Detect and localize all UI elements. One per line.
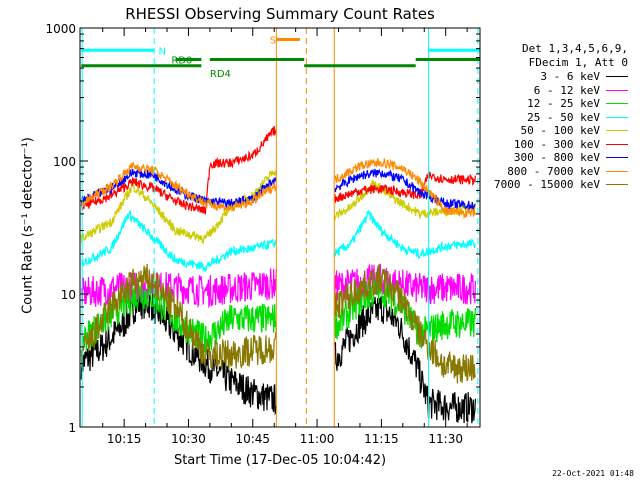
x-tick-label: 10:15 <box>107 432 142 446</box>
state-label-rd0: RD0 <box>171 55 192 66</box>
legend-swatch <box>606 157 628 158</box>
legend-swatch <box>606 89 628 91</box>
state-label-s: S <box>270 35 276 46</box>
x-tick-label: 10:30 <box>171 432 206 446</box>
legend-swatch <box>606 103 628 104</box>
legend-swatch <box>606 170 628 172</box>
series-layer <box>80 125 476 424</box>
legend-entry-label: 12 - 25 keV <box>527 97 600 110</box>
axis-layer: 1 10 100 1000 10:15 10:30 10:45 11:00 11:15 11:30 <box>45 22 480 446</box>
timestamp: 22-Oct-2021 01:48 <box>552 469 634 478</box>
y-tick-label: 1 <box>68 421 76 435</box>
legend-entry: 7000 - 15000 keV <box>494 178 628 191</box>
y-axis-label: Count Rate (s⁻¹ detector⁻¹) <box>20 137 36 314</box>
legend-entry-label: 50 - 100 keV <box>520 124 600 137</box>
legend-header-line: Det 1,3,4,5,6,9, <box>522 42 628 55</box>
legend-entry: 50 - 100 keV <box>521 124 628 137</box>
y-tick-label: 100 <box>53 155 76 169</box>
series-800-7000-kev-line <box>80 158 476 220</box>
legend-header-line: FDecim 1, Att 0 <box>528 56 628 69</box>
legend-swatch <box>606 76 628 77</box>
y-tick-label: 10 <box>61 288 76 302</box>
legend-entry: 100 - 300 keV <box>514 138 628 151</box>
y-tick-label: 1000 <box>45 22 76 36</box>
legend-entry-label: 25 - 50 keV <box>527 110 600 124</box>
legend-entry: 800 - 7000 keV <box>507 165 628 178</box>
legend-entry: 12 - 25 keV <box>527 97 628 110</box>
series-3-6-kev-line <box>80 288 476 424</box>
legend-swatch <box>606 184 628 185</box>
state-label-n: N <box>158 46 165 57</box>
legend-swatch <box>606 143 628 145</box>
legend-entry-label: 300 - 800 keV <box>513 151 600 164</box>
series-25-50-kev-line <box>80 209 476 273</box>
legend-entry-label: 800 - 7000 keV <box>507 164 600 178</box>
legend-entry: 3 - 6 keV <box>540 70 628 83</box>
x-axis-label: Start Time (17-Dec-05 10:04:42) <box>173 453 387 468</box>
legend-entry: 300 - 800 keV <box>514 151 628 164</box>
state-label-rd4: RD4 <box>210 69 231 80</box>
x-tick-label: 11:30 <box>428 432 463 446</box>
x-tick-label: 11:00 <box>300 432 335 446</box>
legend-entry-label: 100 - 300 keV <box>513 137 600 151</box>
legend-entry: 25 - 50 keV <box>527 111 628 124</box>
legend-entry-label: 3 - 6 keV <box>540 70 600 83</box>
x-tick-label: 10:45 <box>235 432 270 446</box>
series-100-300-kev-line <box>80 125 476 215</box>
series-300-800-kev-line <box>80 168 476 210</box>
plot-frame <box>79 27 481 428</box>
legend-swatch <box>606 116 628 118</box>
chart-title: RHESSI Observing Summary Count Rates <box>125 5 435 23</box>
series-7000-15000-kev-line <box>80 263 476 384</box>
x-tick-label: 11:15 <box>364 432 399 446</box>
legend-entry-label: 6 - 12 keV <box>533 83 600 97</box>
legend-entry-label: 7000 - 15000 keV <box>494 178 600 191</box>
legend-swatch <box>606 130 628 131</box>
overlay-layer: N RD0 RD4 S <box>81 28 480 427</box>
legend-entry: 6 - 12 keV <box>534 84 628 97</box>
